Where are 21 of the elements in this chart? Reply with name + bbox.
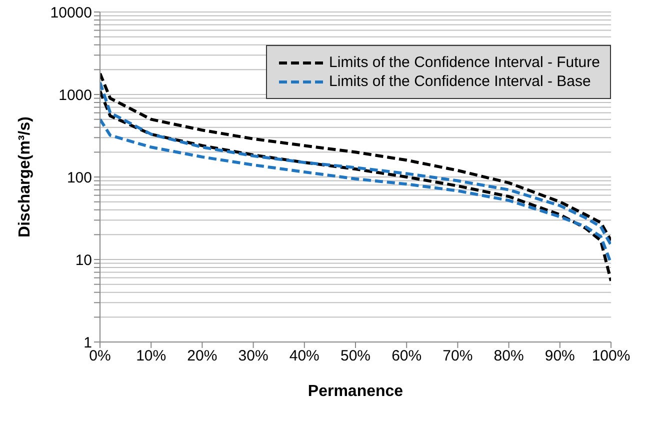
x-tick-label: 50% xyxy=(340,348,371,365)
legend-label: Limits of the Confidence Interval - Base xyxy=(329,73,591,90)
y-axis-title: Discharge(m³/s) xyxy=(16,116,34,238)
legend-label: Limits of the Confidence Interval - Future xyxy=(329,54,600,71)
x-tick-label: 10% xyxy=(136,348,166,365)
x-tick-label: 0% xyxy=(89,348,111,365)
x-tick-label: 30% xyxy=(238,348,268,365)
x-tick-label: 90% xyxy=(544,348,575,365)
y-tick-label: 10 xyxy=(75,252,92,269)
x-axis-title: Permanence xyxy=(308,383,404,400)
y-tick-label: 100 xyxy=(66,169,92,186)
y-tick-label: 10000 xyxy=(50,4,92,22)
line-series xyxy=(100,90,611,282)
x-tick-label: 70% xyxy=(442,348,473,365)
x-tick-label: 20% xyxy=(187,348,218,365)
y-tick-label: 1000 xyxy=(58,86,92,104)
x-tick-label: 80% xyxy=(494,348,524,365)
y-tick-label: 1 xyxy=(84,334,92,352)
x-tick-label: 100% xyxy=(592,348,630,365)
x-tick-label: 40% xyxy=(289,348,320,365)
x-tick-label: 60% xyxy=(392,348,422,365)
